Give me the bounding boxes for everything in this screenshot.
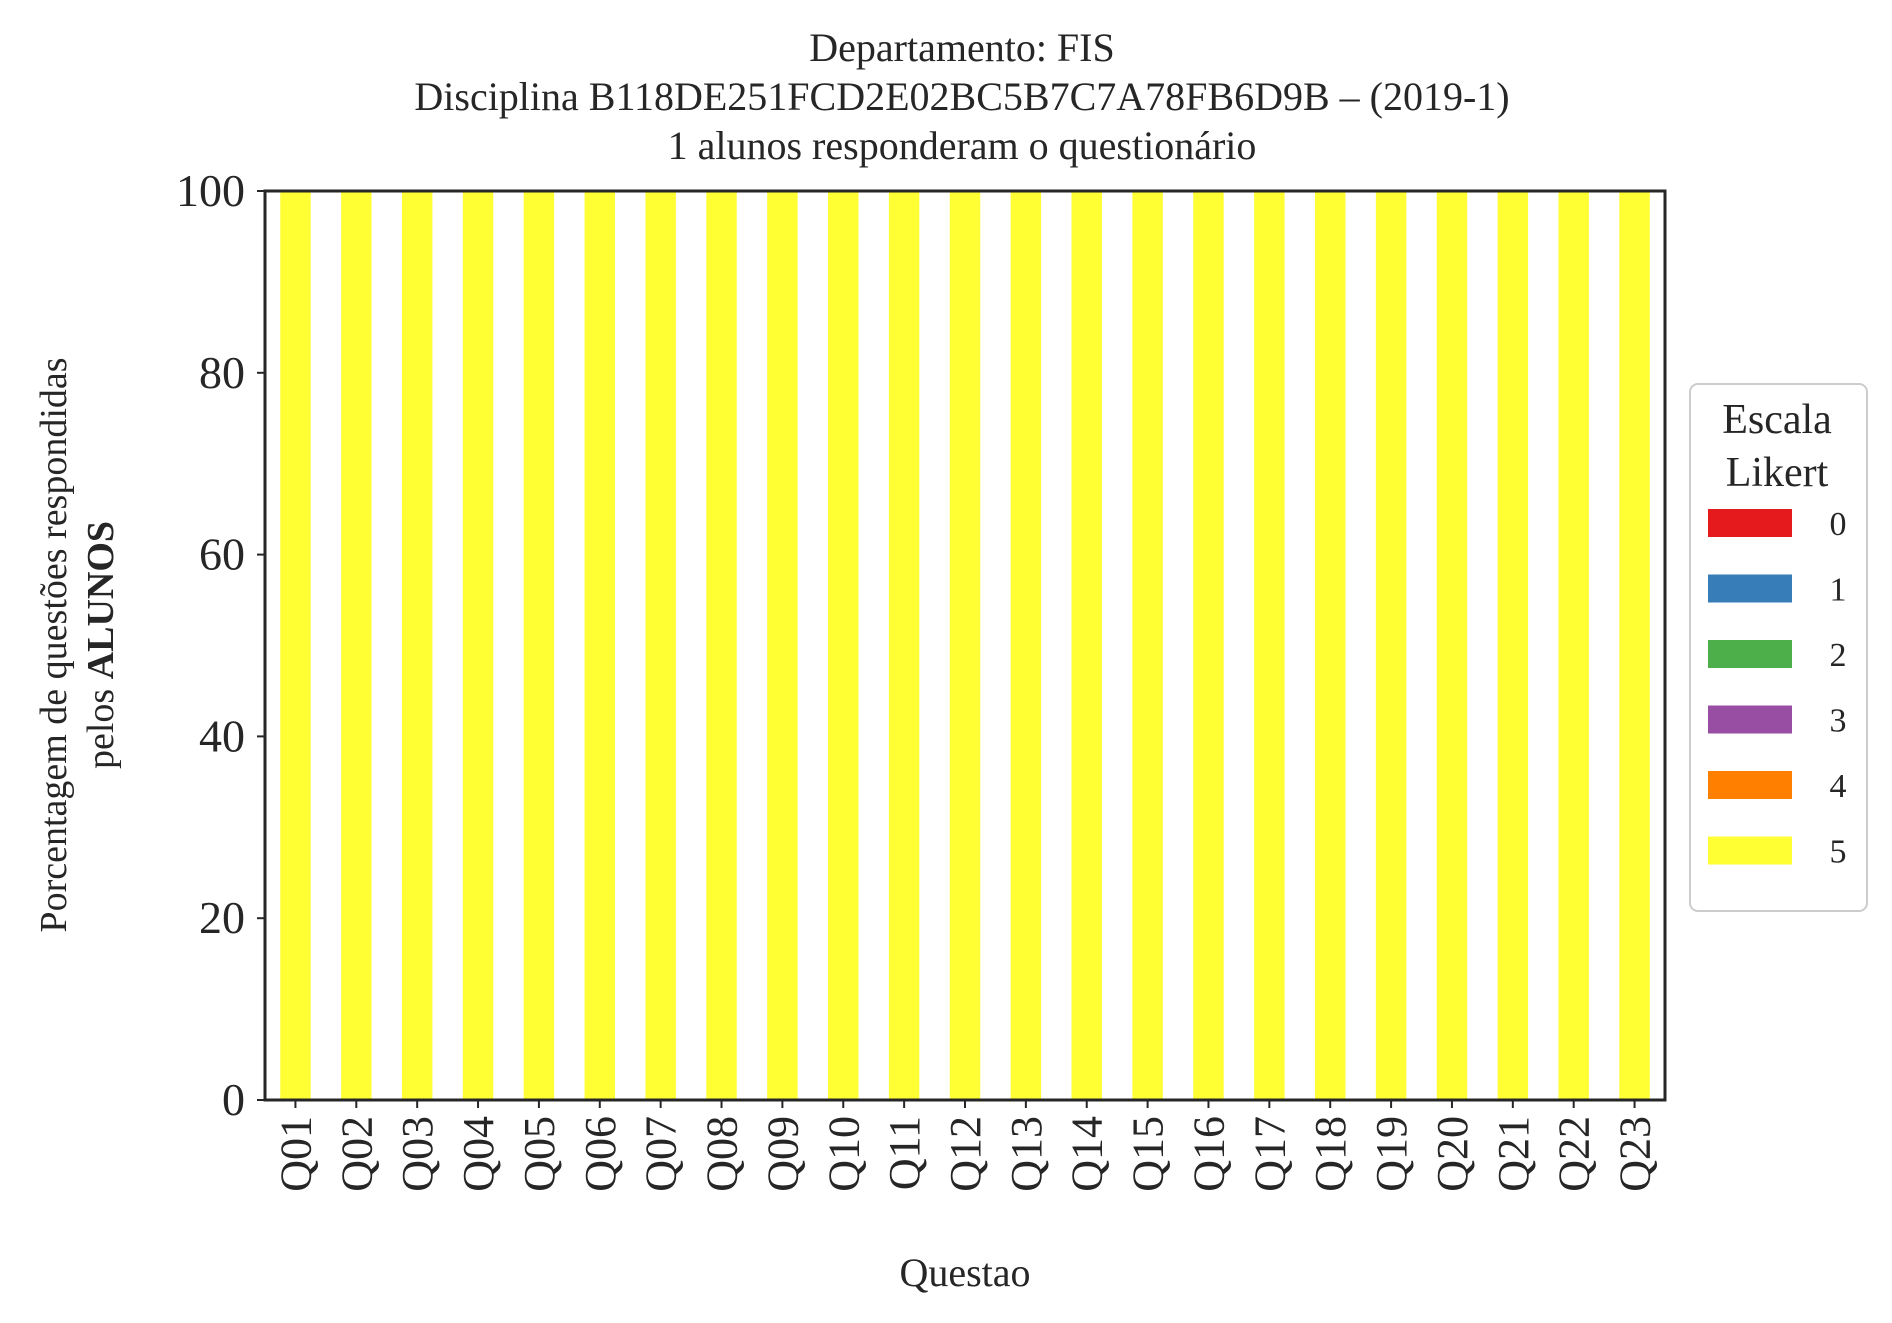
bar-q06-series-5 <box>584 191 615 1100</box>
x-tick-label: Q15 <box>1124 1116 1173 1192</box>
bar-q03-series-5 <box>401 191 433 1100</box>
bar-q09-series-5 <box>767 191 798 1100</box>
legend-label-2: 2 <box>1830 637 1847 674</box>
legend-swatch-1 <box>1708 574 1792 603</box>
bars-layer <box>280 191 1650 1100</box>
x-tick-label: Q03 <box>393 1116 442 1192</box>
bar-q13-series-5 <box>1010 191 1042 1100</box>
legend-swatch-2 <box>1708 640 1792 668</box>
y-tick-label: 60 <box>199 529 245 580</box>
legend-swatch-0 <box>1708 509 1792 537</box>
bar-q20-series-5 <box>1436 191 1468 1100</box>
y-tick-label: 0 <box>222 1074 245 1125</box>
x-tick-label: Q10 <box>819 1116 868 1192</box>
y-axis-label: Porcentagem de questões respondidas pelo… <box>33 357 122 932</box>
bar-q17-series-5 <box>1254 191 1285 1100</box>
x-axis-label: Questao <box>899 1250 1030 1295</box>
legend-label-3: 3 <box>1830 703 1847 740</box>
x-tick-label: Q21 <box>1489 1116 1538 1192</box>
legend-title-line-1: Escala <box>1722 397 1832 443</box>
y-tick-label: 100 <box>176 165 245 216</box>
bar-q07-series-5 <box>645 191 676 1100</box>
plot-frame <box>263 189 1667 1102</box>
bar-q02-series-5 <box>341 191 372 1100</box>
bar-q22-series-5 <box>1558 191 1589 1100</box>
y-tick-label: 80 <box>199 347 245 398</box>
x-tick-label: Q16 <box>1184 1116 1233 1192</box>
x-tick-label: Q17 <box>1245 1116 1294 1192</box>
x-tick-label: Q19 <box>1367 1116 1416 1192</box>
x-tick-label: Q13 <box>1002 1116 1051 1192</box>
x-tick-label: Q09 <box>758 1116 807 1192</box>
bar-q10-series-5 <box>828 191 859 1100</box>
legend: Escala Likert 0 1 2 3 4 5 <box>1689 383 1868 912</box>
title-line-1: Departamento: FIS <box>809 25 1115 70</box>
x-tick-label: Q05 <box>515 1116 564 1192</box>
y-axis-label-prefix: pelos <box>80 679 122 769</box>
legend-title-line-2: Likert <box>1726 450 1829 496</box>
legend-label-5: 5 <box>1830 834 1847 871</box>
bar-q16-series-5 <box>1193 191 1224 1100</box>
bar-q15-series-5 <box>1132 191 1163 1100</box>
bar-q23-series-5 <box>1619 191 1650 1100</box>
y-axis-ticks: 0 20 40 60 80 100 <box>176 165 265 1125</box>
legend-items: 0 1 2 3 4 5 <box>1708 506 1847 871</box>
x-axis-ticks: Q01 Q02 Q03 Q04 Q05 Q06 Q07 Q08 Q09 Q10 Q11 Q12 Q13 Q… <box>271 1100 1660 1192</box>
y-tick-label: 20 <box>199 892 245 943</box>
x-tick-label: Q04 <box>454 1116 503 1192</box>
legend-swatch-4 <box>1708 771 1792 799</box>
y-tick-label: 40 <box>199 710 245 761</box>
bar-q19-series-5 <box>1375 191 1407 1100</box>
bar-q12-series-5 <box>949 191 981 1100</box>
legend-label-1: 1 <box>1830 572 1847 609</box>
title-line-2: Disciplina B118DE251FCD2E02BC5B7C7A78FB6… <box>414 74 1509 119</box>
x-tick-label: Q14 <box>1063 1116 1112 1192</box>
title-line-3: 1 alunos responderam o questionário <box>668 123 1257 168</box>
bar-q05-series-5 <box>523 191 555 1100</box>
x-tick-label: Q07 <box>637 1116 686 1192</box>
x-tick-label: Q08 <box>698 1116 747 1192</box>
bar-q01-series-5 <box>280 191 311 1100</box>
bar-q08-series-5 <box>706 191 737 1100</box>
x-tick-label: Q23 <box>1611 1116 1660 1192</box>
bar-q18-series-5 <box>1315 191 1346 1100</box>
x-tick-label: Q18 <box>1306 1116 1355 1192</box>
x-tick-label: Q22 <box>1550 1116 1599 1192</box>
bar-q11-series-5 <box>888 191 920 1100</box>
bar-q04-series-5 <box>462 191 494 1100</box>
legend-label-0: 0 <box>1830 506 1847 543</box>
x-tick-label: Q01 <box>271 1116 320 1192</box>
x-tick-label: Q02 <box>332 1116 381 1192</box>
chart-title: Departamento: FIS Disciplina B118DE251FC… <box>414 25 1509 168</box>
y-axis-label-bold: ALUNOS <box>80 521 122 679</box>
legend-swatch-5 <box>1708 836 1792 865</box>
x-tick-label: Q20 <box>1428 1116 1477 1192</box>
bar-q21-series-5 <box>1497 191 1529 1100</box>
x-tick-label: Q12 <box>941 1116 990 1192</box>
y-axis-label-line-1: Porcentagem de questões respondidas <box>33 357 75 932</box>
legend-swatch-3 <box>1708 705 1792 734</box>
x-tick-label: Q11 <box>880 1116 929 1190</box>
x-tick-label: Q06 <box>576 1116 625 1192</box>
legend-label-4: 4 <box>1830 768 1847 805</box>
y-axis-label-line-2: pelos ALUNOS <box>80 521 122 769</box>
bar-q14-series-5 <box>1071 191 1102 1100</box>
